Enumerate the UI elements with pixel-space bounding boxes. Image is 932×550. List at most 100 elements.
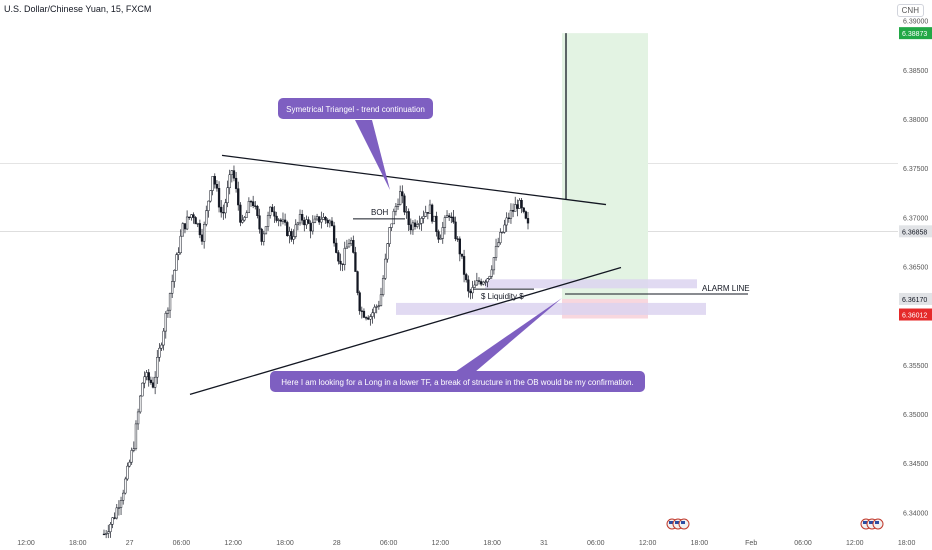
candle-body [318, 216, 321, 223]
candle-body [147, 372, 150, 381]
x-tick-label: 12:00 [224, 540, 242, 547]
y-tick-label: 6.35000 [903, 412, 928, 419]
candle-body [335, 242, 338, 253]
price-label-current-bg [899, 225, 932, 238]
price-label-alarm-bg [899, 292, 932, 305]
candle-body [249, 201, 253, 203]
candle-body [443, 217, 447, 228]
candle-body [217, 188, 221, 208]
candle-body [301, 214, 304, 221]
candle-body [330, 220, 334, 226]
y-tick-label: 6.38500 [903, 68, 928, 75]
x-tick-label: Feb [745, 540, 757, 547]
candle-body [132, 448, 135, 451]
candle-body [313, 218, 317, 223]
candle-body [200, 234, 204, 242]
candle-body [303, 219, 306, 226]
candle-body [160, 344, 163, 349]
y-tick-label: 6.36500 [903, 265, 928, 272]
candle-body [143, 376, 146, 384]
candle-body [237, 188, 240, 206]
candle-body [224, 202, 227, 214]
triangle-callout-box [278, 98, 433, 119]
candle-body [360, 310, 363, 312]
candle-body [522, 207, 525, 212]
candle-body [254, 205, 257, 207]
candle-body [456, 238, 459, 240]
candle-body [494, 245, 498, 258]
candle-body [277, 219, 280, 221]
candle-body [271, 206, 274, 213]
candle-body [153, 376, 157, 388]
candle-body [409, 224, 412, 231]
candle-body [373, 306, 376, 314]
candle-body [205, 210, 208, 225]
x-tick-label: 18:00 [691, 540, 709, 547]
candle-body [399, 191, 402, 205]
candle-body [136, 411, 140, 425]
flag-canton [875, 521, 879, 524]
candle-body [290, 231, 293, 240]
candle-body [215, 184, 219, 189]
candle-body [192, 214, 195, 218]
candle-body [343, 248, 346, 265]
candle-body [339, 260, 342, 265]
candle-body [185, 216, 189, 230]
candle-body [369, 316, 372, 320]
long-note-pointer [455, 298, 562, 372]
candle-body [490, 269, 493, 277]
candle-body [158, 347, 161, 358]
candle-body [413, 222, 417, 227]
candle-body [377, 305, 381, 307]
candle-body [262, 233, 265, 242]
candle-body [149, 379, 153, 383]
price-label-stop-bg [899, 308, 932, 321]
candle-body [309, 223, 312, 232]
candle-body [364, 317, 368, 319]
candle-body [332, 225, 336, 244]
x-tick-label: 18:00 [69, 540, 87, 547]
candle-body [241, 219, 244, 223]
candle-body [141, 382, 144, 397]
time-axis[interactable]: 12:00 18:00 27 06:00 12:00 18:00 28 06:00 12:00 1… [17, 540, 915, 547]
price-axis[interactable]: 6.39000 6.38500 6.38000 6.37500 6.37000 6.365… [899, 19, 932, 518]
candle-body [145, 372, 148, 378]
candle-body [469, 290, 472, 294]
candle-body [379, 294, 383, 306]
candle-body [315, 216, 319, 220]
candle-body [111, 517, 114, 525]
candle-body [503, 224, 506, 233]
candle-body [256, 206, 259, 216]
candle-body [388, 227, 391, 245]
symbol-title[interactable]: U.S. Dollar/Chinese Yuan, 15, FXCM [4, 4, 152, 14]
candle-body [511, 210, 515, 212]
candle-body [119, 500, 123, 508]
candle-body [445, 215, 449, 218]
support-trendline [189, 266, 622, 396]
flag-canton [863, 521, 867, 524]
candle-body [296, 222, 300, 226]
candle-body [345, 246, 349, 249]
candle-body [475, 280, 479, 286]
candle-body [394, 206, 398, 212]
candle-body [211, 176, 214, 191]
candle-body [426, 212, 430, 214]
y-tick-label: 6.35500 [903, 363, 928, 370]
candle-body [266, 215, 270, 227]
price-label-target: 6.38873 [902, 31, 927, 38]
candle-body [392, 210, 395, 225]
y-tick-label: 6.34000 [903, 510, 928, 517]
long-note-box [270, 371, 645, 392]
candle-body [286, 222, 289, 237]
candle-body [102, 533, 106, 536]
currency-button[interactable]: CNH [896, 4, 924, 17]
candle-body [251, 201, 255, 207]
candle-body [283, 219, 287, 223]
boh-label: BOH [371, 208, 389, 217]
candle-body [124, 478, 127, 494]
x-tick-label: 06:00 [380, 540, 398, 547]
candle-body [347, 243, 351, 248]
order-block-upper [485, 279, 697, 289]
candle-body [173, 270, 176, 282]
